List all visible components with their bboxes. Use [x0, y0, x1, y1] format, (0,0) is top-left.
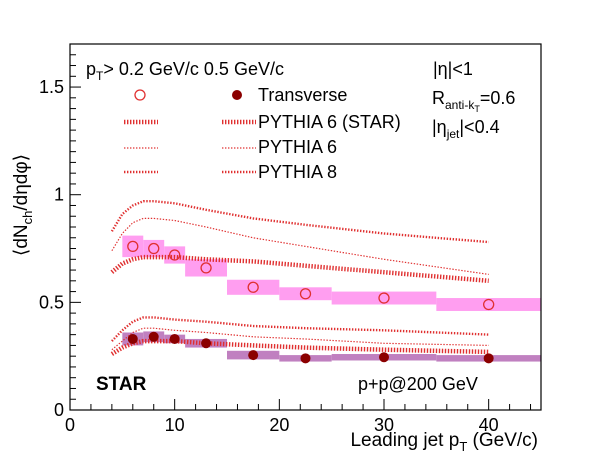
- y-axis-ticks: 0 0.5 1 1.5: [39, 43, 81, 420]
- x-axis-label-main: Leading jet p: [350, 430, 459, 451]
- y-axis-label-main: ⟨dN: [11, 224, 32, 256]
- data-point-open: [200, 262, 212, 274]
- x-axis-label-sub: T: [459, 439, 467, 454]
- kinematic-cut-sub: T: [96, 69, 104, 83]
- kinematic-cut-main: p: [86, 59, 96, 79]
- data-point-filled: [248, 350, 259, 361]
- data-point-open: [483, 298, 495, 311]
- legend-open-circle-marker: [134, 89, 146, 101]
- data-point-open: [378, 292, 390, 304]
- pythia-curves: [110, 200, 489, 356]
- data-point-filled: [201, 338, 212, 349]
- jet-eta-tail: |<0.4: [459, 117, 499, 137]
- pythia-curve-lower: [111, 316, 489, 342]
- legend-label-pythia6: PYTHIA 6: [258, 137, 337, 157]
- jet-radius-main: R: [432, 88, 445, 108]
- jet-radius: Ranti-kT=0.6: [432, 88, 515, 114]
- pythia-curve-upper: [110, 200, 489, 244]
- jet-radius-subsub: T: [474, 104, 480, 114]
- y-tick-label: 0: [54, 400, 64, 420]
- y-tick-label: 1.5: [39, 77, 64, 97]
- data-point-filled: [169, 333, 180, 344]
- data-point-filled: [300, 353, 311, 364]
- syst-band: [185, 259, 227, 277]
- legend-label-pythia8: PYTHIA 8: [258, 162, 337, 182]
- x-tick-label: 10: [165, 415, 185, 435]
- data-point-open: [299, 288, 312, 300]
- legend: Transverse PYTHIA 6 (STAR) PYTHIA 6 PYTH…: [124, 85, 401, 182]
- data-point-filled: [483, 353, 494, 364]
- syst-band: [436, 298, 541, 311]
- syst-band: [143, 239, 165, 258]
- jet-eta-cut: |ηjet|<0.4: [432, 117, 500, 141]
- x-axis-label-unit: (GeV/c): [467, 430, 538, 451]
- pythia-curve-upper: [111, 217, 489, 275]
- x-tick-label: 40: [479, 415, 499, 435]
- pythia-curve-lower: [110, 338, 489, 356]
- x-tick-label: 30: [374, 415, 394, 435]
- y-tick-label: 1: [54, 185, 64, 205]
- data-points: [127, 240, 495, 364]
- jet-radius-sub: anti-k: [445, 98, 475, 112]
- data-point-filled: [127, 333, 138, 344]
- x-axis-label: Leading jet pT (GeV/c): [350, 430, 538, 454]
- syst-band: [279, 287, 332, 301]
- kinematic-cut-tail: > 0.2 GeV/c 0.5 GeV/c: [103, 59, 284, 79]
- data-point-open: [169, 249, 181, 261]
- collision-system: p+p@200 GeV: [358, 374, 478, 394]
- y-tick-label: 0.5: [39, 292, 64, 312]
- data-point-open: [127, 240, 139, 253]
- y-axis-label-sub: ch: [20, 211, 35, 225]
- eta-cut: |η|<1: [433, 59, 473, 79]
- x-tick-label: 20: [269, 415, 289, 435]
- syst-band: [122, 235, 144, 258]
- data-point-open: [247, 281, 259, 293]
- jet-eta-sub: jet: [446, 127, 460, 141]
- kinematic-cut: pT> 0.2 GeV/c 0.5 GeV/c: [86, 59, 284, 83]
- x-axis-ticks: 0 10 20 30 40: [65, 399, 532, 435]
- legend-label-pythia6-star: PYTHIA 6 (STAR): [258, 112, 401, 132]
- y-axis-label: ⟨dNch/dηdφ⟩: [11, 154, 35, 256]
- pythia-curve-upper: [110, 254, 489, 284]
- legend-label-transverse: Transverse: [258, 85, 347, 105]
- jet-eta-main: |η: [432, 117, 447, 137]
- data-point-filled: [148, 331, 159, 342]
- data-point-filled: [379, 352, 389, 363]
- syst-band: [227, 279, 280, 295]
- jet-radius-tail: =0.6: [480, 88, 516, 108]
- syst-band: [331, 291, 437, 305]
- star-label: STAR: [96, 374, 147, 395]
- x-tick-label: 0: [65, 415, 75, 435]
- data-point-open: [148, 242, 160, 255]
- y-axis-label-tail: /dηdφ⟩: [11, 154, 32, 211]
- legend-filled-circle-marker: [232, 90, 242, 100]
- pythia-curve-lower: [111, 327, 489, 351]
